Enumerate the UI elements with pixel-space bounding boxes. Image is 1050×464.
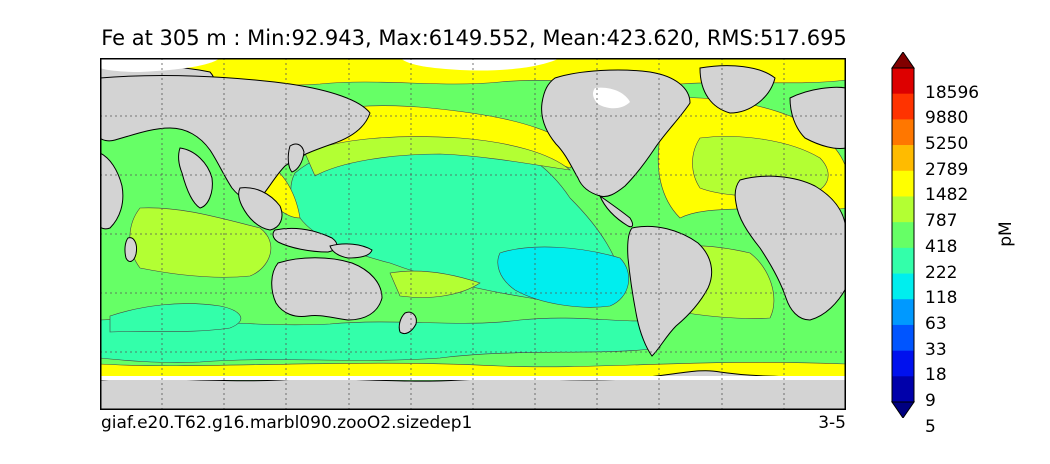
colorbar-tick-label: 5 (925, 416, 936, 437)
run-name-caption: giaf.e20.T62.g16.marbl090.zooO2.sizedep1 (101, 413, 473, 433)
world-map (100, 58, 846, 410)
colorbar-tick-label: 118 (925, 288, 958, 309)
land-japan (287, 143, 305, 173)
land-south-america (627, 225, 713, 357)
colorbar-segment (892, 196, 914, 223)
colorbar (884, 51, 924, 419)
colorbar-svg (891, 51, 915, 419)
land-new-guinea (329, 243, 373, 259)
colorbar-tick-label: 2789 (925, 159, 969, 180)
colorbar-segment (892, 170, 914, 197)
colorbar-tick-label: 787 (925, 211, 958, 232)
land-africa-east (100, 152, 124, 230)
land-australia (271, 257, 383, 321)
colorbar-segment (892, 93, 914, 120)
land-europe-east (789, 86, 846, 149)
colorbar-tick-label: 18 (925, 365, 947, 386)
land-india (178, 147, 213, 209)
colorbar-segment (892, 299, 914, 326)
colorbar-tick-label: 63 (925, 313, 947, 334)
land-africa (734, 175, 846, 321)
ice-arctic-1 (100, 58, 220, 72)
colorbar-tick-label: 418 (925, 236, 958, 257)
colorbar-tick-label: 18596 (925, 82, 980, 103)
north-pacific-418 (304, 136, 571, 177)
colorbar-segment (892, 247, 914, 274)
colorbar-segment (892, 119, 914, 146)
colorbar-tick-label: 5250 (925, 134, 969, 155)
colorbar-segment (892, 350, 914, 377)
colorbar-frame (891, 67, 915, 403)
map-frame (100, 58, 846, 410)
land-north-america (541, 69, 691, 197)
land-new-zealand (398, 311, 417, 335)
pacific-63-region (497, 246, 629, 308)
graticule (100, 58, 846, 410)
map-svg (100, 58, 846, 410)
land-southeast-asia (238, 187, 283, 231)
colorbar-extend-min (891, 401, 915, 419)
colorbar-segment (892, 68, 914, 94)
ice-arctic-2 (400, 58, 560, 71)
southern-ocean-band (100, 317, 661, 363)
colorbar-segment (892, 145, 914, 172)
depth-range-caption: 3-5 (818, 413, 846, 433)
colorbar-tick-label: 1482 (925, 185, 969, 206)
land-greenland (699, 65, 776, 114)
colorbar-extend-max (891, 51, 915, 69)
colorbar-tick-label: 9880 (925, 108, 969, 129)
colorbar-tick-label: 33 (925, 339, 947, 360)
south-pacific-418 (389, 270, 481, 298)
land-madagascar (124, 237, 137, 262)
map-title: Fe at 305 m : Min:92.943, Max:6149.552, … (101, 26, 847, 50)
colorbar-units: pM (996, 221, 1016, 247)
colorbar-segment (892, 376, 914, 403)
land-central-america (598, 194, 634, 228)
indian-118-region (109, 303, 242, 333)
land-asia (100, 75, 371, 201)
colorbar-segment (892, 273, 914, 300)
ice-hudson (593, 87, 630, 109)
colorbar-tick-label: 222 (925, 262, 958, 283)
colorbar-tick-label: 9 (925, 391, 936, 411)
colorbar-segment (892, 222, 914, 249)
colorbar-segment (892, 324, 914, 351)
